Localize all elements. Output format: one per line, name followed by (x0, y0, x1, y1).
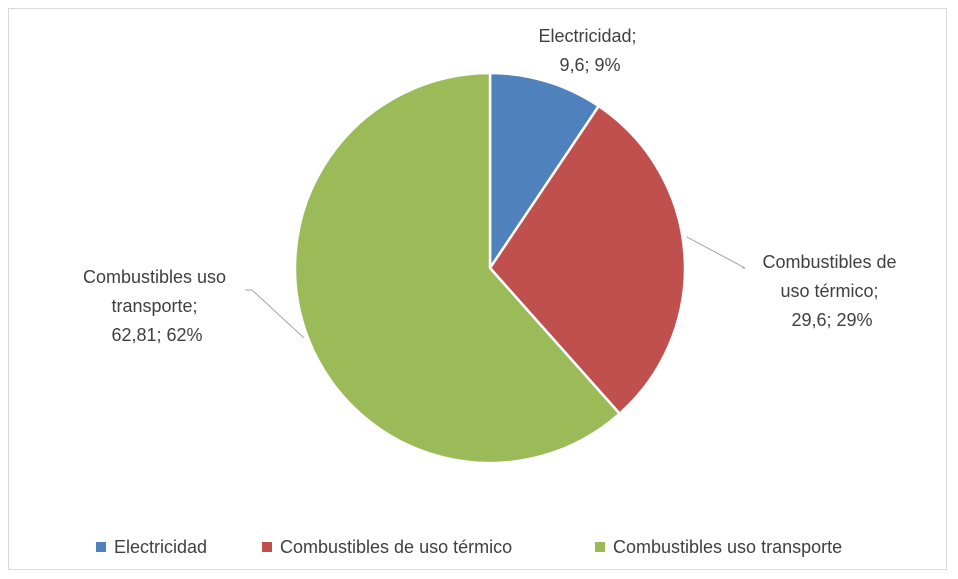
data-label-line: Combustibles de (762, 252, 896, 272)
data-label-electricidad: Electricidad; 9,6; 9% (538, 26, 641, 75)
data-label-line: uso térmico; (780, 281, 878, 301)
data-label-line: Combustibles uso (83, 267, 226, 287)
legend-label-electricidad: Electricidad (114, 537, 207, 557)
pie-slice-combustibles-uso-transporte (293, 71, 621, 465)
data-label-line: Electricidad; (538, 26, 636, 46)
data-label-line: 9,6; 9% (559, 55, 620, 75)
data-label-line: 29,6; 29% (791, 310, 872, 330)
data-label-termico: Combustibles de uso térmico; 29,6; 29% (762, 252, 901, 330)
pie-slice-electricidad (488, 71, 600, 270)
leader-line-transporte (245, 289, 305, 339)
legend-label-termico: Combustibles de uso térmico (280, 537, 512, 557)
legend-swatch-transporte (595, 542, 605, 552)
data-label-line: transporte; (111, 296, 197, 316)
legend: Electricidad Combustibles de uso térmico… (96, 537, 842, 557)
legend-swatch-electricidad (96, 542, 106, 552)
data-label-line: 62,81; 62% (111, 325, 202, 345)
data-label-transporte: Combustibles uso transporte; 62,81; 62% (83, 267, 231, 345)
leader-line-termico (686, 236, 746, 269)
legend-label-transporte: Combustibles uso transporte (613, 537, 842, 557)
leader-lines (245, 236, 746, 339)
legend-swatch-termico (262, 542, 272, 552)
pie-slices (293, 71, 687, 465)
pie-slice-combustibles-de-uso-t-rmico (488, 104, 687, 415)
